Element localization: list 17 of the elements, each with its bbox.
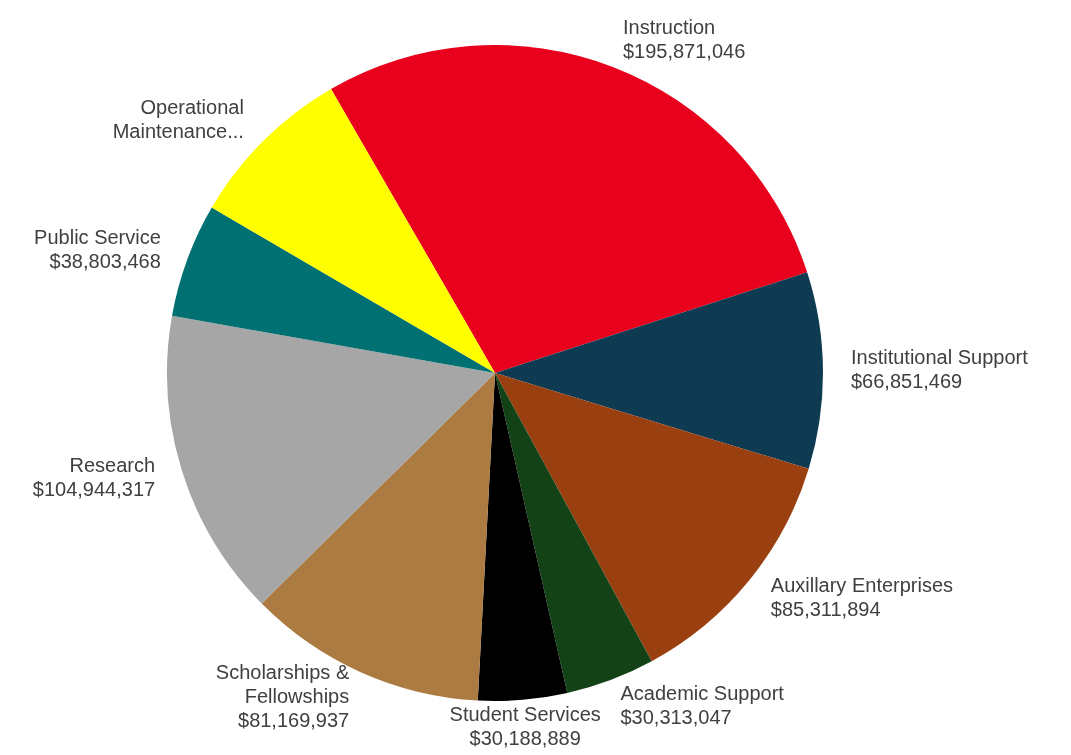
data-label: $66,851,469 bbox=[850, 369, 963, 392]
data-label: $85,311,894 bbox=[770, 597, 881, 620]
slice-label: Student Services bbox=[449, 703, 601, 726]
slice-label: Public Service bbox=[34, 225, 161, 248]
slice-label: Academic Support bbox=[620, 681, 785, 704]
slice-label: Institutional Support bbox=[850, 345, 1029, 368]
data-label: $195,871,046 bbox=[622, 40, 746, 63]
slice-label: Auxillary Enterprises bbox=[770, 573, 954, 596]
data-label: $38,803,468 bbox=[49, 249, 161, 272]
slice-label: Research bbox=[69, 454, 156, 477]
data-label: $30,188,889 bbox=[469, 727, 581, 750]
data-label: $104,944,317 bbox=[32, 478, 156, 501]
slice-label: Operational Maintenance... bbox=[112, 96, 244, 143]
slice-label: Instruction bbox=[622, 16, 716, 39]
data-label: $81,169,937 bbox=[238, 709, 350, 732]
data-label: $30,313,047 bbox=[620, 705, 732, 728]
slice-label: Scholarships & Fellowships bbox=[215, 661, 350, 708]
